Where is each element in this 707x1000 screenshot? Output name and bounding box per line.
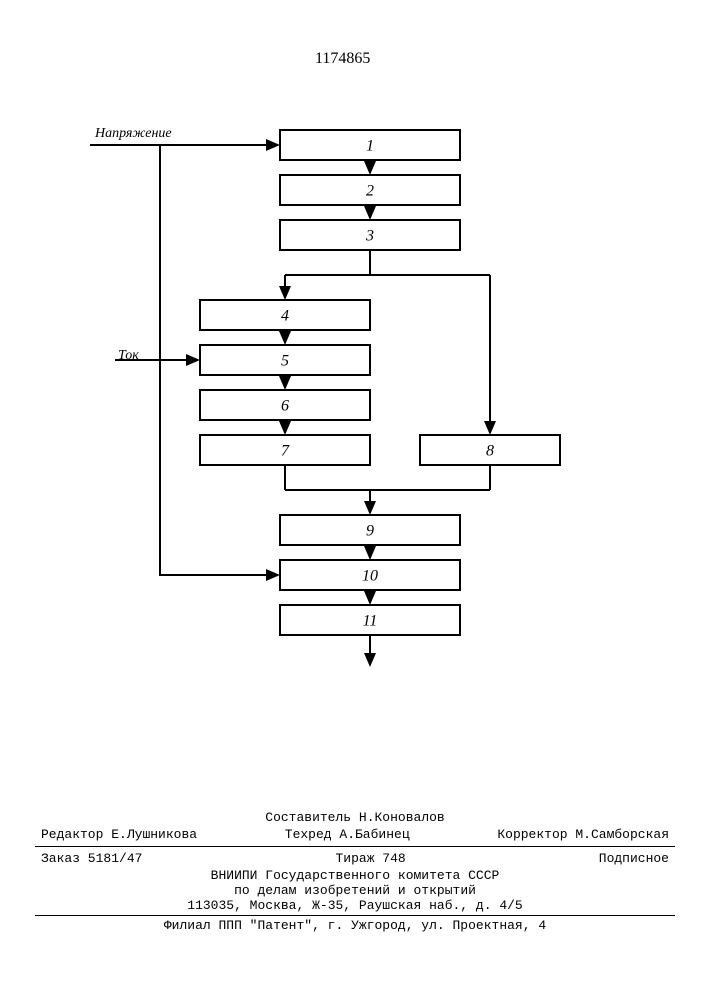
order: Заказ 5181/47 — [41, 851, 142, 866]
block-7-label: 7 — [281, 443, 290, 460]
branch-line: Филиал ППП "Патент", г. Ужгород, ул. Про… — [35, 918, 675, 933]
order-row: Заказ 5181/47 Тираж 748 Подписное — [35, 849, 675, 868]
compiler-name: Н.Коновалов — [359, 810, 445, 825]
block-9-label: 9 — [366, 523, 374, 540]
org-line-1: ВНИИПИ Государственного комитета СССР — [35, 868, 675, 883]
footer: Составитель Н.Коновалов Редактор Е.Лушни… — [35, 810, 675, 933]
block-1-label: 1 — [366, 138, 374, 155]
block-4-label: 4 — [281, 308, 289, 325]
block-4: 4 — [200, 300, 370, 330]
page: { "document_number": "1174865", "inputs"… — [0, 0, 707, 1000]
corrector: Корректор М.Самборская — [497, 827, 669, 842]
block-10-label: 10 — [362, 568, 378, 585]
block-1: 1 — [280, 130, 460, 160]
block-11-label: 11 — [363, 613, 378, 630]
block-3: 3 — [280, 220, 460, 250]
circulation: Тираж 748 — [335, 851, 405, 866]
block-11: 11 — [280, 605, 460, 635]
credits-row: Редактор Е.Лушникова Техред А.Бабинец Ко… — [35, 825, 675, 844]
block-6: 6 — [200, 390, 370, 420]
block-3-label: 3 — [365, 228, 374, 245]
block-8-label: 8 — [486, 443, 494, 460]
compiler-label: Составитель — [265, 810, 351, 825]
block-2: 2 — [280, 175, 460, 205]
divider-1 — [35, 846, 675, 847]
org-line-2: по делам изобретений и открытий — [35, 883, 675, 898]
compiler-line: Составитель Н.Коновалов — [35, 810, 675, 825]
block-5-label: 5 — [281, 353, 289, 370]
block-10: 10 — [280, 560, 460, 590]
block-7: 7 — [200, 435, 370, 465]
block-5: 5 — [200, 345, 370, 375]
subscription: Подписное — [599, 851, 669, 866]
editor: Редактор Е.Лушникова — [41, 827, 197, 842]
block-8: 8 — [420, 435, 560, 465]
block-6-label: 6 — [281, 398, 289, 415]
divider-2 — [35, 915, 675, 916]
techred: Техред А.Бабинец — [285, 827, 410, 842]
block-2-label: 2 — [366, 183, 374, 200]
address-line: 113035, Москва, Ж-35, Раушская наб., д. … — [35, 898, 675, 913]
block-9: 9 — [280, 515, 460, 545]
